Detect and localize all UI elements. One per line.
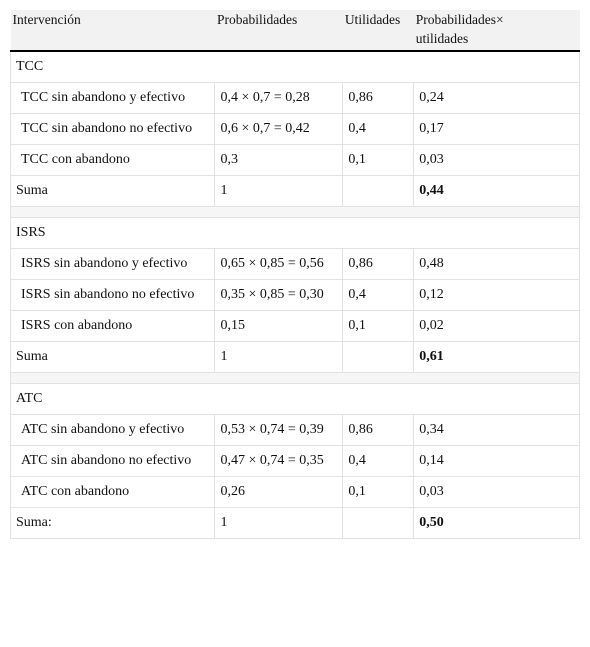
data-row: ISRS con abandono 0,15 0,1 0,02 (9, 310, 580, 342)
data-row: ATC con abandono 0,26 0,1 0,03 (9, 476, 580, 508)
spacer-cell (10, 372, 580, 384)
cell: 0,3 (214, 144, 344, 176)
cell: 0,1 (342, 310, 415, 342)
cell: 0,03 (413, 476, 580, 508)
header-cell: Utilidades (342, 10, 414, 52)
cell-text: ATC sin abandono y efectivo (21, 422, 185, 437)
data-row: TCC con abandono 0,3 0,1 0,03 (9, 144, 580, 176)
total-result: 0,50 (419, 515, 444, 530)
total-label: Suma (9, 175, 216, 207)
cell-text: ATC con abandono (21, 484, 130, 499)
cell: 0,17 (413, 113, 580, 145)
header-row: Intervención Probabilidades Utilidades P… (10, 10, 580, 52)
cell: ISRS sin abandono no efectivo (9, 279, 216, 311)
cell: 0,4 (342, 279, 415, 311)
cell: 0,1 (342, 144, 415, 176)
cell: 0,26 (214, 476, 344, 508)
cell: TCC sin abandono y efectivo (9, 82, 216, 114)
cell: 0,35 × 0,85 = 0,30 (214, 279, 344, 311)
cell: 0,03 (413, 144, 580, 176)
section-row: ATC (10, 383, 580, 415)
total-result: 0,44 (419, 183, 444, 198)
cell: TCC con abandono (9, 144, 216, 176)
cell: 0,48 (413, 248, 580, 280)
cell-text: TCC sin abandono no efectivo (21, 121, 193, 136)
data-row: ATC sin abandono y efectivo 0,53 × 0,74 =… (9, 414, 580, 446)
total-cell: 0,61 (413, 341, 580, 373)
cell: 0,14 (413, 445, 580, 477)
data-row: TCC sin abandono y efectivo 0,4 × 0,7 = 0… (9, 82, 580, 114)
table: Intervención Probabilidades Utilidades P… (9, 10, 580, 539)
total-probability: 1 (214, 175, 344, 207)
empty-cell (342, 175, 415, 207)
total-cell: 0,50 (413, 507, 580, 539)
empty-cell (342, 341, 415, 373)
cell-text: ISRS con abandono (21, 318, 133, 333)
cell: 0,24 (413, 82, 580, 114)
header-cell: Probabilidades (214, 10, 343, 52)
total-probability: 1 (214, 341, 344, 373)
cell: 0,6 × 0,7 = 0,42 (214, 113, 344, 145)
spacer-cell (10, 206, 580, 218)
cell-text: ATC sin abandono no efectivo (21, 453, 192, 468)
cell-text: TCC sin abandono y efectivo (21, 90, 186, 105)
section-row: TCC (10, 50, 580, 83)
spacer-row (10, 206, 580, 218)
cell-text: ISRS sin abandono no efectivo (21, 287, 195, 302)
data-row: ISRS sin abandono y efectivo 0,65 × 0,85 … (9, 248, 580, 280)
section-title: TCC (10, 50, 580, 83)
cell: ATC con abandono (9, 476, 216, 508)
cell: 0,1 (342, 476, 415, 508)
header-cell: Intervención (10, 10, 215, 52)
cell: ATC sin abandono y efectivo (9, 414, 216, 446)
total-label: Suma (9, 341, 216, 373)
spacer-row (10, 372, 580, 384)
cell: 0,12 (413, 279, 580, 311)
total-cell: 0,44 (413, 175, 580, 207)
total-row: Suma: 1 0,50 (9, 507, 580, 539)
cell: 0,86 (342, 82, 415, 114)
data-row: ATC sin abandono no efectivo 0,47 × 0,74 … (9, 445, 580, 477)
section-row: ISRS (10, 217, 580, 249)
cell: 0,53 × 0,74 = 0,39 (214, 414, 344, 446)
total-row: Suma 1 0,61 (9, 341, 580, 373)
section-title: ATC (10, 383, 580, 415)
cell: 0,4 (342, 445, 415, 477)
header-text: Probabilidades× utilidades (415, 12, 504, 46)
data-row: TCC sin abandono no efectivo 0,6 × 0,7 = … (9, 113, 580, 145)
cell: ATC sin abandono no efectivo (9, 445, 216, 477)
cell: 0,65 × 0,85 = 0,56 (214, 248, 344, 280)
total-row: Suma 1 0,44 (9, 175, 580, 207)
section-title: ISRS (10, 217, 580, 249)
cell: ISRS con abandono (9, 310, 216, 342)
total-label: Suma: (9, 507, 216, 539)
total-probability: 1 (214, 507, 344, 539)
cell-text: ISRS sin abandono y efectivo (21, 256, 188, 271)
cell: 0,34 (413, 414, 580, 446)
empty-cell (342, 507, 415, 539)
table-body: TCC TCC sin abandono y efectivo 0,4 × 0,7 … (9, 50, 580, 539)
cell-text: TCC con abandono (21, 152, 130, 167)
cell: 0,15 (214, 310, 344, 342)
header-cell: Probabilidades× utilidades (413, 10, 580, 52)
cell: 0,86 (342, 248, 415, 280)
data-row: ISRS sin abandono no efectivo 0,35 × 0,85… (9, 279, 580, 311)
cell: ISRS sin abandono y efectivo (9, 248, 216, 280)
cell: 0,4 × 0,7 = 0,28 (214, 82, 344, 114)
cell: 0,47 × 0,74 = 0,35 (214, 445, 344, 477)
cell: 0,4 (342, 113, 415, 145)
total-result: 0,61 (419, 349, 444, 364)
cell: TCC sin abandono no efectivo (9, 113, 216, 145)
cell: 0,86 (342, 414, 415, 446)
cell: 0,02 (413, 310, 580, 342)
